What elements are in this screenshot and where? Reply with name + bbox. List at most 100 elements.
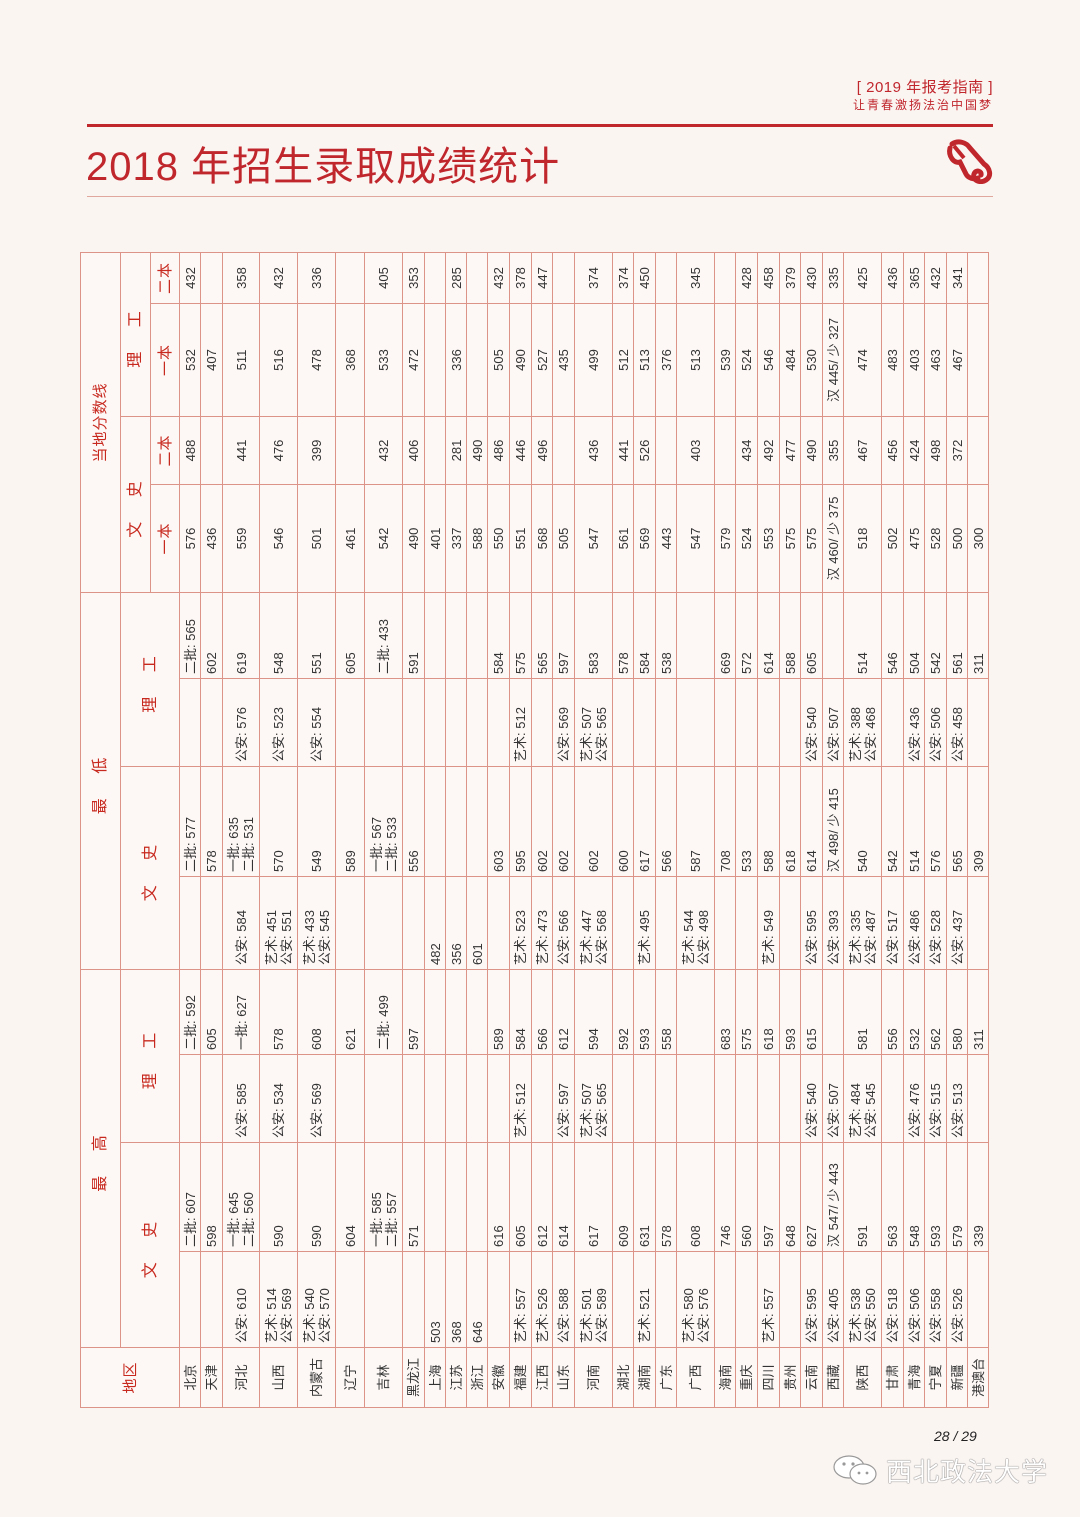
cell-min-wen-special: 公安: 595 — [800, 876, 823, 970]
cell-min-li-special — [676, 678, 715, 767]
cell-max-li-special — [881, 1054, 904, 1143]
cell-line-wen2: 486 — [487, 416, 510, 485]
cell-min-li-special — [655, 678, 677, 767]
cell-min-li: 588 — [779, 592, 801, 679]
header-local-wen: 文 史 — [120, 416, 151, 593]
cell-max-li-special — [466, 1054, 488, 1143]
province-row: 青海 公安: 506 548 公安: 476 532 公安: 486 514 公安: 436 5… — [903, 252, 925, 1408]
cell-max-wen: 609 — [612, 1142, 634, 1252]
cell-min-li-special: 公安: 506 — [924, 678, 947, 767]
score-line: 597 — [556, 652, 571, 674]
cell-min-li-special: 公安: 436 — [903, 678, 925, 767]
cell-line-wen2: 496 — [531, 416, 553, 485]
admission-score-table-wrapper: 地区 最 高 最 低 当地分数线 文 史 理 工 文 史 理 工 文 史 理 工… — [80, 251, 989, 1408]
province-name: 重庆 — [735, 1347, 758, 1408]
cell-max-wen: 648 — [779, 1142, 801, 1252]
cell-max-li-special — [424, 1054, 446, 1143]
score-line: 艺术: 514 — [263, 1288, 279, 1343]
cell-min-wen-special: 艺术: 544 公安: 498 — [676, 876, 715, 970]
title-underline — [87, 196, 993, 197]
cell-line-wen1: 550 — [487, 484, 510, 593]
score-line: 565 — [534, 652, 550, 674]
cell-line-wen1: 575 — [779, 484, 801, 593]
score-line: 576 — [928, 850, 943, 872]
cell-max-li-special: 公安: 569 — [297, 1054, 336, 1143]
cell-max-li-special: 公安: 515 — [924, 1054, 947, 1143]
score-line: 587 — [688, 850, 703, 872]
province-name: 江西 — [531, 1347, 553, 1408]
score-line: 公安: 545 — [862, 1083, 878, 1138]
score-line: 艺术: 433 — [301, 910, 317, 965]
cell-min-wen-special: 艺术: 549 — [757, 876, 780, 970]
score-line: 600 — [615, 850, 631, 872]
province-row: 广西 艺术: 580 公安: 576 608 艺术: 544 公安: 498 587 547 4… — [676, 252, 715, 1408]
cell-max-wen: 578 — [655, 1142, 677, 1252]
cell-min-li — [424, 592, 446, 679]
cell-line-li2 — [714, 252, 736, 304]
cell-max-wen — [445, 1142, 467, 1252]
cell-line-li2: 432 — [179, 252, 201, 304]
score-line: 艺术: 484 — [847, 1083, 863, 1138]
score-line: 605 — [513, 1225, 528, 1247]
cell-min-wen: 578 — [200, 766, 223, 877]
score-line: 公安: 551 — [278, 910, 294, 965]
cell-max-wen: 604 — [335, 1142, 365, 1252]
score-line: 605 — [804, 652, 819, 674]
cell-max-wen-special: 公安: 518 — [881, 1251, 904, 1348]
province-name: 北京 — [179, 1347, 201, 1408]
cell-line-wen2: 498 — [924, 416, 947, 485]
cell-line-li2: 365 — [903, 252, 925, 304]
score-line: 二批: 565 — [182, 619, 198, 674]
cell-line-li1: 484 — [779, 303, 801, 417]
score-line: 598 — [204, 1225, 219, 1247]
score-line: 616 — [491, 1225, 506, 1247]
cell-line-li1: 368 — [335, 303, 365, 417]
cell-min-li — [466, 592, 488, 679]
score-line: 公安: 507 — [825, 707, 841, 762]
cell-max-wen: 571 — [402, 1142, 425, 1252]
cell-line-li2: 374 — [574, 252, 613, 304]
cell-max-wen: 631 — [633, 1142, 656, 1252]
cell-line-wen1: 524 — [735, 484, 758, 593]
cell-min-li: 542 — [924, 592, 947, 679]
score-line: 公安: 550 — [862, 1288, 878, 1343]
cell-min-li-special — [881, 678, 904, 767]
cell-line-li1: 472 — [402, 303, 425, 417]
cell-line-li1: 490 — [509, 303, 532, 417]
header-wen-tier1: 一本 — [150, 484, 180, 593]
cell-min-li: 584 — [633, 592, 656, 679]
score-line: 614 — [804, 850, 819, 872]
cell-min-wen: 309 — [967, 766, 989, 877]
province-row: 河北 公安: 610 一批: 645 二批: 560 公安: 585 一批: 627 公安:… — [222, 252, 260, 1408]
score-line: 584 — [513, 1028, 528, 1050]
cell-max-wen: 汉 547/ 少 443 — [822, 1142, 844, 1252]
cell-max-li-special — [633, 1054, 656, 1143]
province-row: 贵州 648 593 618 588 575 477 484 379 — [779, 252, 801, 1408]
cell-line-li1: 483 — [881, 303, 904, 417]
cell-min-li: 551 — [297, 592, 336, 679]
score-line: 公安: 506 — [928, 707, 943, 762]
cell-max-wen-special — [714, 1251, 736, 1348]
cell-line-wen1: 559 — [222, 484, 260, 593]
cell-line-wen2 — [200, 416, 223, 485]
cell-min-wen: 556 — [402, 766, 425, 877]
cell-min-wen-special — [714, 876, 736, 970]
score-line: 艺术: 523 — [513, 910, 528, 965]
score-line: 593 — [928, 1225, 943, 1247]
cell-max-li: 566 — [531, 969, 553, 1055]
cell-line-wen1: 588 — [466, 484, 488, 593]
cell-line-wen1: 475 — [903, 484, 925, 593]
score-line: 艺术: 557 — [761, 1288, 776, 1343]
cell-min-li-special: 公安: 554 — [297, 678, 336, 767]
province-row: 浙江 646 601 588 490 — [466, 252, 488, 1408]
score-line: 二批: 592 — [182, 995, 198, 1050]
score-line: 公安: 468 — [862, 707, 878, 762]
cell-min-wen-special: 公安: 517 — [881, 876, 904, 970]
cell-min-li — [445, 592, 467, 679]
score-line: 580 — [949, 1028, 965, 1050]
scroll-logo-icon — [947, 139, 993, 184]
province-name: 西藏 — [822, 1347, 844, 1408]
score-line: 艺术: 512 — [513, 707, 528, 762]
cell-line-li2: 285 — [445, 252, 467, 304]
cell-min-wen-special: 艺术: 495 — [633, 876, 656, 970]
